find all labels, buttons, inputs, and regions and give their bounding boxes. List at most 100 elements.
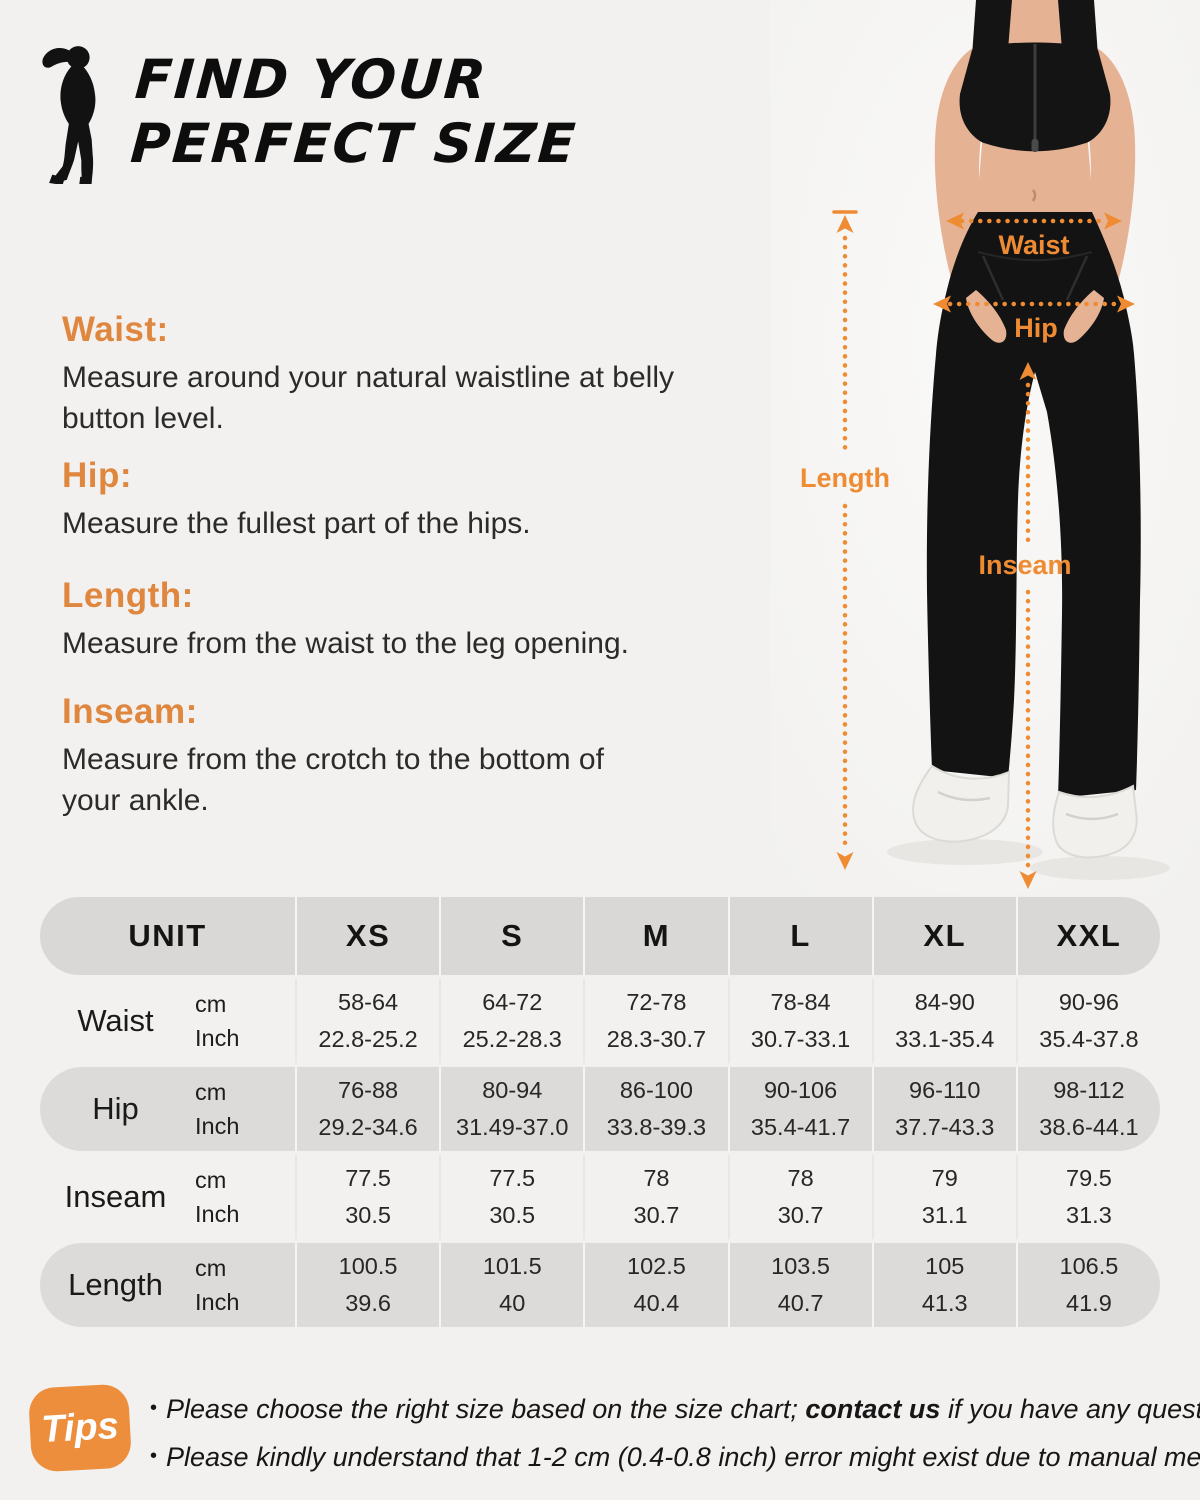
table-row-length: Length cm Inch 100.5 39.6 101.5 40 102.5 40… (40, 1243, 1160, 1327)
cm-value: 105 (925, 1253, 965, 1279)
pants (926, 212, 1141, 798)
table-cell: 77.5 30.5 (295, 1155, 439, 1239)
cm-value: 101.5 (482, 1253, 542, 1279)
inch-value: 31.3 (1066, 1202, 1112, 1228)
unit-cm: cm (195, 1166, 227, 1193)
woman-silhouette-icon (42, 46, 96, 184)
inch-value: 31.1 (921, 1202, 968, 1228)
instruction-hip: Hip: Measure the fullest part of the hip… (62, 456, 762, 544)
row-label: Waist (77, 1003, 154, 1038)
unit-cm: cm (195, 990, 227, 1017)
unit-inch: Inch (195, 1112, 240, 1139)
cm-value: 79.5 (1066, 1165, 1112, 1191)
cm-value: 79 (931, 1165, 958, 1191)
header-size-m: M (583, 897, 727, 975)
tip-text: Please choose the right size based on th… (166, 1394, 806, 1424)
cm-value: 100.5 (338, 1253, 398, 1279)
instruction-body: Measure around your natural waistline at… (62, 361, 674, 436)
cm-value: 90-106 (763, 1077, 838, 1103)
tip-text-bold: contact us (805, 1394, 941, 1424)
table-cell: 78 30.7 (727, 1155, 872, 1239)
inch-value: 39.6 (345, 1290, 391, 1316)
inch-value: 30.7-33.1 (750, 1026, 851, 1052)
table-cell: 58-64 22.8-25.2 (295, 979, 439, 1063)
inch-value: 40 (499, 1290, 526, 1316)
table-row-waist: Waist cm Inch 58-64 22.8-25.2 64-72 25.2-2… (40, 979, 1160, 1063)
cm-value: 77.5 (345, 1165, 391, 1191)
table-cell: 96-110 37.7-43.3 (871, 1067, 1016, 1151)
sports-bra (959, 0, 1111, 152)
inch-value: 25.2-28.3 (462, 1026, 562, 1052)
waist-annotation-label: Waist (998, 230, 1069, 260)
cm-value: 96-110 (909, 1077, 981, 1103)
cm-value: 103.5 (771, 1253, 830, 1279)
instruction-body: Measure from the crotch to the bottom of… (62, 743, 604, 818)
inseam-annotation-label: Inseam (978, 550, 1071, 580)
inch-value: 33.8-39.3 (606, 1114, 707, 1140)
instruction-heading: Hip: (62, 456, 133, 495)
inch-value: 28.3-30.7 (606, 1026, 707, 1052)
inch-value: 30.7 (777, 1202, 824, 1228)
instruction-heading: Length: (62, 576, 194, 615)
row-units: cm Inch (191, 991, 295, 1052)
table-cell: 90-106 35.4-41.7 (727, 1067, 872, 1151)
cm-value: 77.5 (489, 1165, 536, 1191)
table-cell: 102.5 40.4 (583, 1243, 727, 1327)
unit-cm: cm (195, 1254, 227, 1281)
instruction-waist: Waist: Measure around your natural waist… (62, 310, 762, 440)
table-cell: 101.5 40 (439, 1243, 583, 1327)
header-size-xs: XS (295, 897, 439, 975)
header-unit: UNIT (128, 918, 207, 953)
row-label-cell: Waist cm Inch (40, 979, 295, 1063)
cm-value: 78 (643, 1165, 670, 1191)
cm-value: 78 (787, 1165, 814, 1191)
table-cell: 86-100 33.8-39.3 (583, 1067, 727, 1151)
inch-value: 30.5 (489, 1202, 536, 1228)
cm-value: 76-88 (338, 1077, 399, 1103)
table-cell: 78-84 30.7-33.1 (727, 979, 872, 1063)
inch-value: 41.3 (921, 1290, 968, 1316)
inch-value: 38.6-44.1 (1039, 1114, 1139, 1140)
table-row-inseam: Inseam cm Inch 77.5 30.5 77.5 30.5 78 30.7 … (40, 1155, 1160, 1239)
inch-value: 29.2-34.6 (318, 1114, 418, 1140)
page-title: FIND YOUR PERFECT SIZE (129, 48, 584, 175)
unit-inch: Inch (195, 1200, 240, 1227)
row-label-cell: Hip cm Inch (40, 1067, 295, 1151)
table-cell: 100.5 39.6 (295, 1243, 439, 1327)
table-cell: 84-90 33.1-35.4 (871, 979, 1016, 1063)
instruction-length: Length: Measure from the waist to the le… (62, 576, 762, 664)
row-label: Hip (92, 1091, 139, 1126)
instruction-heading: Inseam: (62, 692, 198, 731)
measurement-annotations: Waist Hip Length Inseam (800, 210, 1135, 889)
cm-value: 78-84 (770, 989, 831, 1015)
row-units: cm Inch (191, 1255, 295, 1316)
hip-annotation-label: Hip (1014, 313, 1058, 343)
inch-value: 31.49-37.0 (456, 1114, 569, 1140)
table-cell: 77.5 30.5 (439, 1155, 583, 1239)
inch-value: 33.1-35.4 (895, 1026, 995, 1052)
header-size-s: S (439, 897, 583, 975)
table-header-row: UNIT XS S M L XL XXL (40, 897, 1160, 975)
table-row-hip: Hip cm Inch 76-88 29.2-34.6 80-94 31.49-37… (40, 1067, 1160, 1151)
instruction-inseam: Inseam: Measure from the crotch to the b… (62, 692, 762, 822)
inch-value: 40.4 (633, 1290, 680, 1316)
table-cell: 103.5 40.7 (727, 1243, 872, 1327)
row-units: cm Inch (191, 1079, 295, 1140)
row-label: Inseam (64, 1179, 167, 1214)
cm-value: 84-90 (914, 989, 975, 1015)
table-cell: 106.5 41.9 (1015, 1243, 1160, 1327)
table-cell: 90-96 35.4-37.8 (1015, 979, 1160, 1063)
inch-value: 40.7 (777, 1290, 824, 1316)
inch-value: 35.4-41.7 (750, 1114, 851, 1140)
cm-value: 98-112 (1053, 1077, 1125, 1103)
cm-value: 80-94 (482, 1077, 543, 1103)
tip-text: if you have any questions. (947, 1394, 1200, 1424)
inch-value: 22.8-25.2 (318, 1026, 418, 1052)
table-cell: 79.5 31.3 (1015, 1155, 1160, 1239)
tips-list: • Please choose the right size based on t… (150, 1387, 1200, 1483)
unit-inch: Inch (195, 1024, 240, 1051)
table-cell: 105 41.3 (871, 1243, 1016, 1327)
cm-value: 72-78 (626, 989, 687, 1015)
instruction-heading: Waist: (62, 310, 169, 349)
